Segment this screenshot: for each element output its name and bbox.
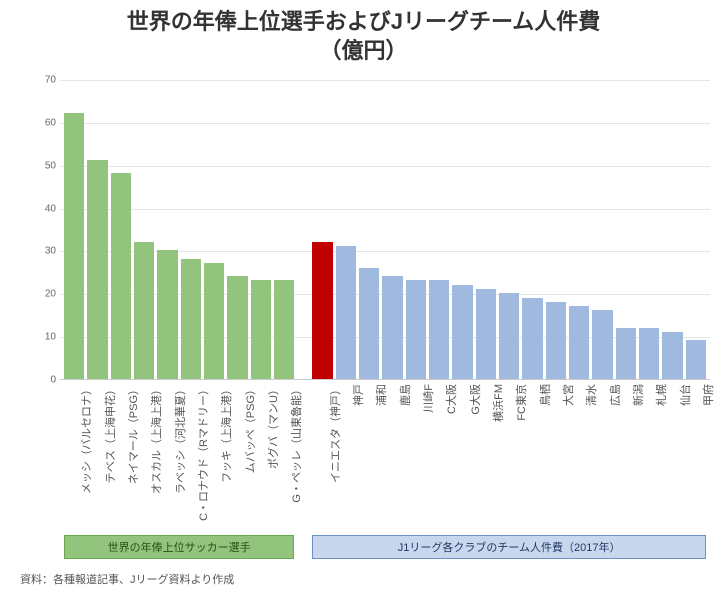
bar xyxy=(274,280,294,379)
bar xyxy=(569,306,589,379)
title-line-1: 世界の年俸上位選手およびJリーグチーム人件費 xyxy=(127,9,601,34)
x-label: 新潟 xyxy=(630,384,646,406)
bar xyxy=(359,268,379,379)
x-label: C大阪 xyxy=(443,384,459,414)
x-label: 浦和 xyxy=(373,384,389,406)
x-label: C・ロナウド（Rマドリー） xyxy=(195,384,211,521)
y-tick: 70 xyxy=(45,75,56,86)
y-tick: 30 xyxy=(45,246,56,257)
x-label: フッキ（上海上港） xyxy=(218,384,234,483)
x-label: 川崎F xyxy=(420,384,436,413)
bar xyxy=(312,242,332,379)
bar xyxy=(227,276,247,379)
bar xyxy=(382,276,402,379)
chart-area: 010203040506070 xyxy=(30,80,710,380)
bar xyxy=(686,340,706,379)
bar xyxy=(522,298,542,379)
y-tick: 0 xyxy=(50,375,56,386)
x-label: ムバッペ（PSG） xyxy=(242,384,258,473)
legend-row: 世界の年俸上位サッカー選手 J1リーグ各クラブのチーム人件費（2017年） xyxy=(30,535,710,563)
y-tick: 40 xyxy=(45,203,56,214)
x-label: ネイマール（PSG） xyxy=(125,384,141,484)
bar xyxy=(639,328,659,379)
x-label: 札幌 xyxy=(653,384,669,406)
x-label: メッシ（バルセロナ） xyxy=(78,384,94,494)
legend-box: J1リーグ各クラブのチーム人件費（2017年） xyxy=(312,535,706,559)
x-axis-labels: メッシ（バルセロナ） テベス（上海申花） ネイマール（PSG） オスカル（上海上港） ラ… xyxy=(60,384,710,524)
bar xyxy=(64,113,84,379)
x-label: ラベッシ（河北華夏） xyxy=(172,384,188,494)
y-tick: 50 xyxy=(45,160,56,171)
bar xyxy=(616,328,636,379)
x-label: FC東京 xyxy=(513,384,529,421)
bar xyxy=(662,332,682,379)
x-label: G・ペッレ（山東魯能） xyxy=(288,384,304,503)
bar xyxy=(476,289,496,379)
title-line-2: （億円） xyxy=(319,38,407,63)
y-tick: 10 xyxy=(45,332,56,343)
bar xyxy=(499,293,519,379)
bar xyxy=(251,280,271,379)
x-label: イニエスタ（神戸） xyxy=(327,384,343,483)
x-label: ポグバ（マンU） xyxy=(265,384,281,469)
y-tick: 60 xyxy=(45,117,56,128)
x-label: 鳥栖 xyxy=(537,384,553,406)
x-label: 広島 xyxy=(607,384,623,406)
x-label: 清水 xyxy=(583,384,599,406)
plot-area xyxy=(60,80,710,380)
chart-title: 世界の年俸上位選手およびJリーグチーム人件費 （億円） xyxy=(0,0,727,69)
x-label: 鹿島 xyxy=(397,384,413,406)
x-label: G大阪 xyxy=(467,384,483,415)
x-label: テベス（上海申花） xyxy=(102,384,118,483)
y-axis: 010203040506070 xyxy=(30,80,60,380)
x-label: 神戸 xyxy=(350,384,366,406)
bar xyxy=(157,250,177,379)
bar xyxy=(111,173,131,379)
bar xyxy=(204,263,224,379)
x-label: オスカル（上海上港） xyxy=(148,384,164,494)
x-label: 横浜FM xyxy=(490,384,506,422)
bar xyxy=(406,280,426,379)
x-label: 甲府 xyxy=(700,384,716,406)
bar xyxy=(429,280,449,379)
legend-box: 世界の年俸上位サッカー選手 xyxy=(64,535,294,559)
x-label: 大宮 xyxy=(560,384,576,406)
bar xyxy=(592,310,612,379)
bar xyxy=(134,242,154,379)
bar xyxy=(452,285,472,379)
bar xyxy=(181,259,201,379)
bar xyxy=(336,246,356,379)
x-label: 仙台 xyxy=(677,384,693,406)
bar xyxy=(87,160,107,379)
source-text: 資料：各種報道記事、Jリーグ資料より作成 xyxy=(20,571,234,587)
bar xyxy=(546,302,566,379)
chart-container: 世界の年俸上位選手およびJリーグチーム人件費 （億円） 0 10 20 30 40 50 6… xyxy=(0,0,727,593)
y-tick: 20 xyxy=(45,289,56,300)
